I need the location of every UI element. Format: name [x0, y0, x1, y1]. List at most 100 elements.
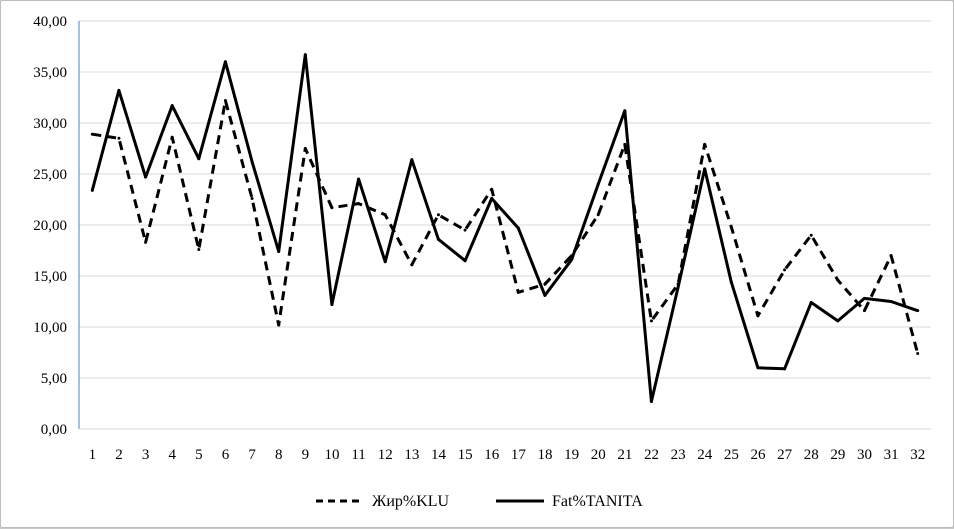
x-tick-label: 3 [142, 447, 150, 463]
data-point-series-2 [516, 226, 520, 230]
x-tick-label: 32 [910, 447, 925, 463]
data-point-series-2 [303, 53, 307, 57]
data-point-series-2 [144, 175, 148, 179]
x-tick-label: 14 [431, 447, 447, 463]
x-tick-label: 23 [671, 447, 686, 463]
data-point-series-2 [223, 60, 227, 64]
data-point-series-2 [570, 258, 574, 262]
data-point-series-1 [490, 187, 494, 191]
data-point-series-2 [862, 296, 866, 300]
data-point-series-1 [357, 202, 361, 206]
data-point-series-2 [676, 285, 680, 289]
data-point-series-1 [463, 228, 467, 232]
data-point-series-2 [543, 293, 547, 297]
data-point-series-1 [117, 136, 121, 140]
legend-label-1: Жир%KLU [372, 493, 450, 510]
x-tick-label: 20 [591, 447, 606, 463]
data-point-series-1 [809, 233, 813, 237]
data-point-series-1 [436, 213, 440, 217]
x-tick-label: 10 [324, 447, 339, 463]
x-tick-label: 12 [378, 447, 393, 463]
data-point-series-1 [729, 225, 733, 229]
data-point-series-1 [703, 142, 707, 146]
y-tick-label: 10,00 [33, 320, 67, 336]
data-point-series-1 [144, 240, 148, 244]
y-tick-label: 15,00 [33, 269, 67, 285]
data-point-series-1 [916, 352, 920, 356]
data-point-series-1 [330, 206, 334, 210]
x-tick-label: 15 [458, 447, 473, 463]
data-point-series-2 [649, 399, 653, 403]
x-tick-label: 16 [484, 447, 500, 463]
x-tick-label: 7 [248, 447, 256, 463]
data-point-series-2 [623, 109, 627, 113]
y-tick-label: 20,00 [33, 218, 67, 234]
x-tick-label: 6 [222, 447, 230, 463]
x-tick-label: 18 [537, 447, 552, 463]
data-point-series-2 [809, 301, 813, 305]
data-point-series-1 [783, 268, 787, 272]
data-point-series-2 [703, 167, 707, 171]
data-point-series-1 [516, 290, 520, 294]
data-point-series-2 [436, 237, 440, 241]
data-point-series-1 [862, 309, 866, 313]
x-tick-label: 25 [724, 447, 739, 463]
data-point-series-2 [170, 104, 174, 108]
x-tick-label: 21 [617, 447, 632, 463]
x-tick-label: 13 [404, 447, 419, 463]
data-point-series-2 [197, 157, 201, 161]
data-point-series-1 [889, 254, 893, 258]
data-point-series-2 [889, 300, 893, 303]
data-point-series-1 [303, 147, 307, 150]
data-point-series-2 [250, 160, 254, 164]
y-tick-label: 35,00 [33, 65, 67, 81]
data-point-series-1 [197, 247, 201, 251]
data-point-series-1 [649, 319, 653, 323]
y-tick-label: 40,00 [33, 14, 67, 30]
y-tick-label: 30,00 [33, 116, 67, 132]
data-point-series-1 [90, 132, 94, 136]
data-point-series-1 [410, 263, 414, 267]
data-point-series-2 [596, 182, 600, 186]
legend-label-2: Fat%TANITA [552, 493, 643, 510]
y-tick-label: 0,00 [41, 422, 67, 438]
x-tick-label: 26 [750, 447, 766, 463]
data-point-series-1 [543, 282, 547, 286]
x-tick-label: 30 [857, 447, 872, 463]
data-point-series-2 [277, 250, 281, 254]
x-tick-label: 22 [644, 447, 659, 463]
x-tick-label: 17 [511, 447, 527, 463]
data-point-series-2 [836, 319, 840, 323]
data-point-series-2 [330, 303, 334, 307]
y-tick-label: 25,00 [33, 167, 67, 183]
x-tick-label: 1 [89, 447, 97, 463]
x-tick-label: 5 [195, 447, 203, 463]
data-point-series-1 [250, 196, 254, 200]
x-tick-label: 4 [168, 447, 176, 463]
data-point-series-2 [410, 158, 414, 162]
data-point-series-1 [383, 213, 387, 217]
data-point-series-2 [117, 88, 121, 92]
data-point-series-2 [783, 367, 787, 371]
series-line-1 [92, 99, 920, 354]
x-tick-label: 9 [302, 447, 310, 463]
x-tick-label: 28 [804, 447, 819, 463]
x-tick-label: 24 [697, 447, 713, 463]
x-tick-label: 11 [351, 447, 365, 463]
x-tick-label: 2 [115, 447, 123, 463]
data-point-series-1 [170, 135, 174, 139]
x-tick-label: 27 [777, 447, 793, 463]
series-line-2 [90, 53, 919, 403]
data-point-series-1 [277, 323, 281, 327]
data-point-series-2 [357, 177, 361, 181]
data-point-series-2 [383, 260, 387, 264]
data-point-series-1 [596, 213, 600, 217]
data-point-series-1 [756, 314, 760, 318]
data-point-series-2 [490, 196, 494, 200]
data-point-series-2 [90, 188, 94, 192]
data-point-series-2 [463, 259, 467, 263]
data-point-series-1 [623, 142, 627, 146]
y-tick-label: 5,00 [41, 371, 67, 387]
